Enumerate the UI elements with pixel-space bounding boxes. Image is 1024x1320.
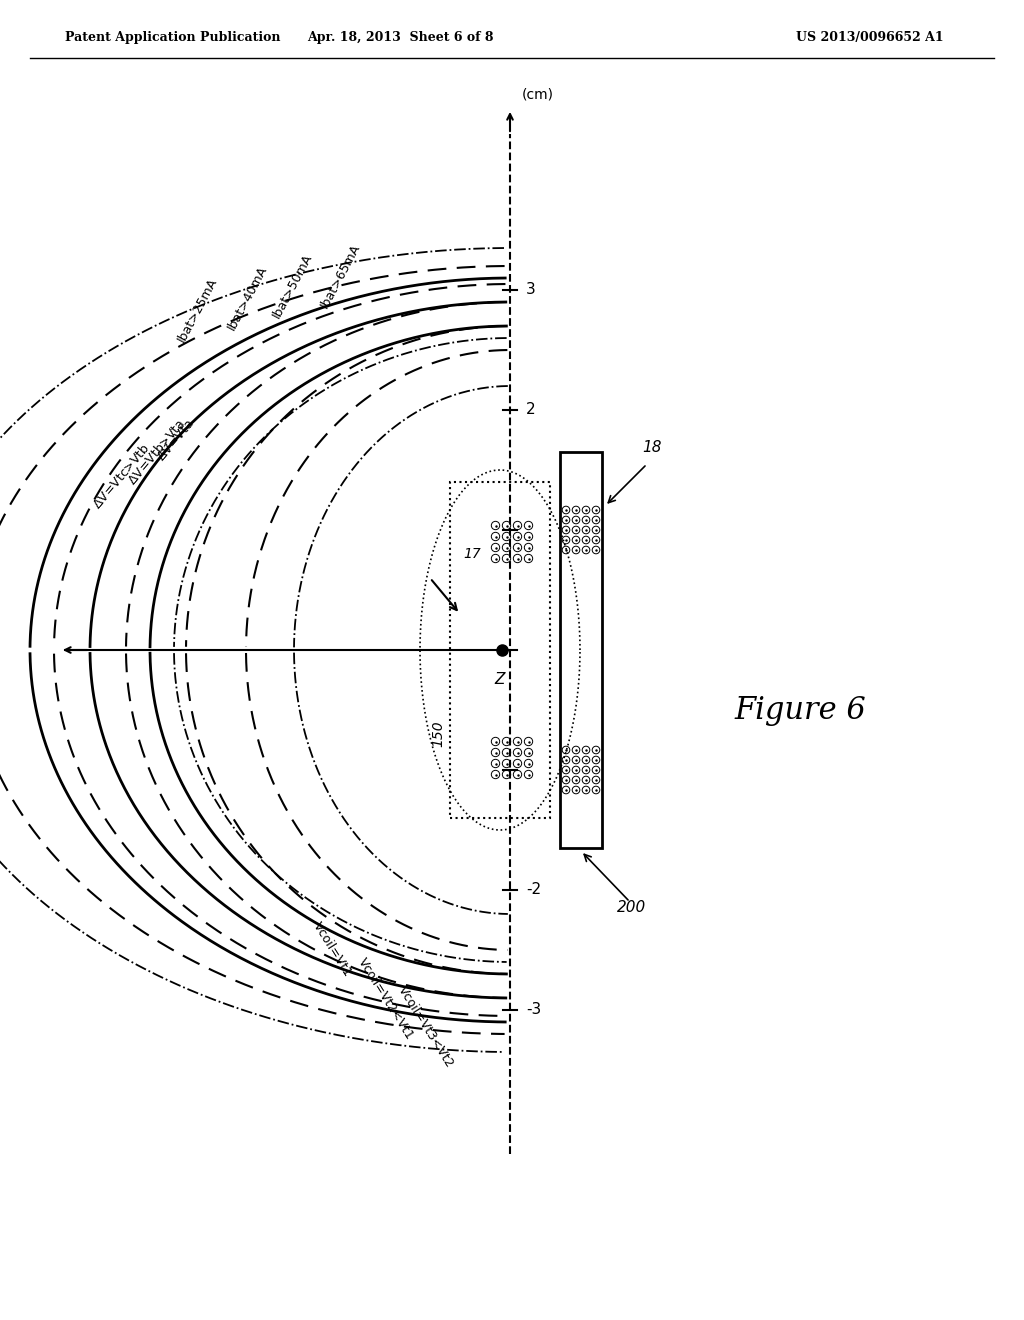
- Bar: [560, 451, 602, 847]
- Text: 3: 3: [526, 282, 536, 297]
- Text: $\Delta$V=Vtb>Vta: $\Delta$V=Vtb>Vta: [125, 417, 188, 488]
- Text: -2: -2: [526, 883, 541, 898]
- Text: US 2013/0096652 A1: US 2013/0096652 A1: [797, 32, 944, 45]
- Text: -3: -3: [526, 1002, 542, 1018]
- Bar: [450, 482, 550, 818]
- Text: Figure 6: Figure 6: [734, 694, 866, 726]
- Text: 18: 18: [642, 441, 662, 455]
- Text: Vcoil=Vt1: Vcoil=Vt1: [310, 920, 354, 979]
- Text: 2: 2: [526, 403, 536, 417]
- Text: 200: 200: [617, 900, 646, 916]
- Text: Patent Application Publication: Patent Application Publication: [65, 32, 281, 45]
- Text: Ibat>65mA: Ibat>65mA: [318, 242, 362, 310]
- Text: 1: 1: [526, 523, 536, 537]
- Text: Z: Z: [495, 672, 505, 686]
- Text: 150: 150: [431, 721, 445, 747]
- Text: Ibat>25mA: Ibat>25mA: [175, 275, 220, 345]
- Text: 17: 17: [463, 546, 481, 561]
- Text: Apr. 18, 2013  Sheet 6 of 8: Apr. 18, 2013 Sheet 6 of 8: [307, 32, 494, 45]
- Text: Ibat>40mA: Ibat>40mA: [225, 263, 270, 333]
- Text: Vcoil=Vt2<Vt1: Vcoil=Vt2<Vt1: [355, 956, 416, 1043]
- Text: Ibat>50mA: Ibat>50mA: [270, 251, 315, 319]
- Text: (cm): (cm): [522, 87, 554, 102]
- Text: $\Delta$V=Vta: $\Delta$V=Vta: [155, 417, 197, 465]
- Text: -1: -1: [526, 763, 541, 777]
- Text: Vcoil=Vt3<Vt2: Vcoil=Vt3<Vt2: [395, 983, 456, 1071]
- Text: $\Delta$V=Vtc>Vtb: $\Delta$V=Vtc>Vtb: [90, 441, 153, 512]
